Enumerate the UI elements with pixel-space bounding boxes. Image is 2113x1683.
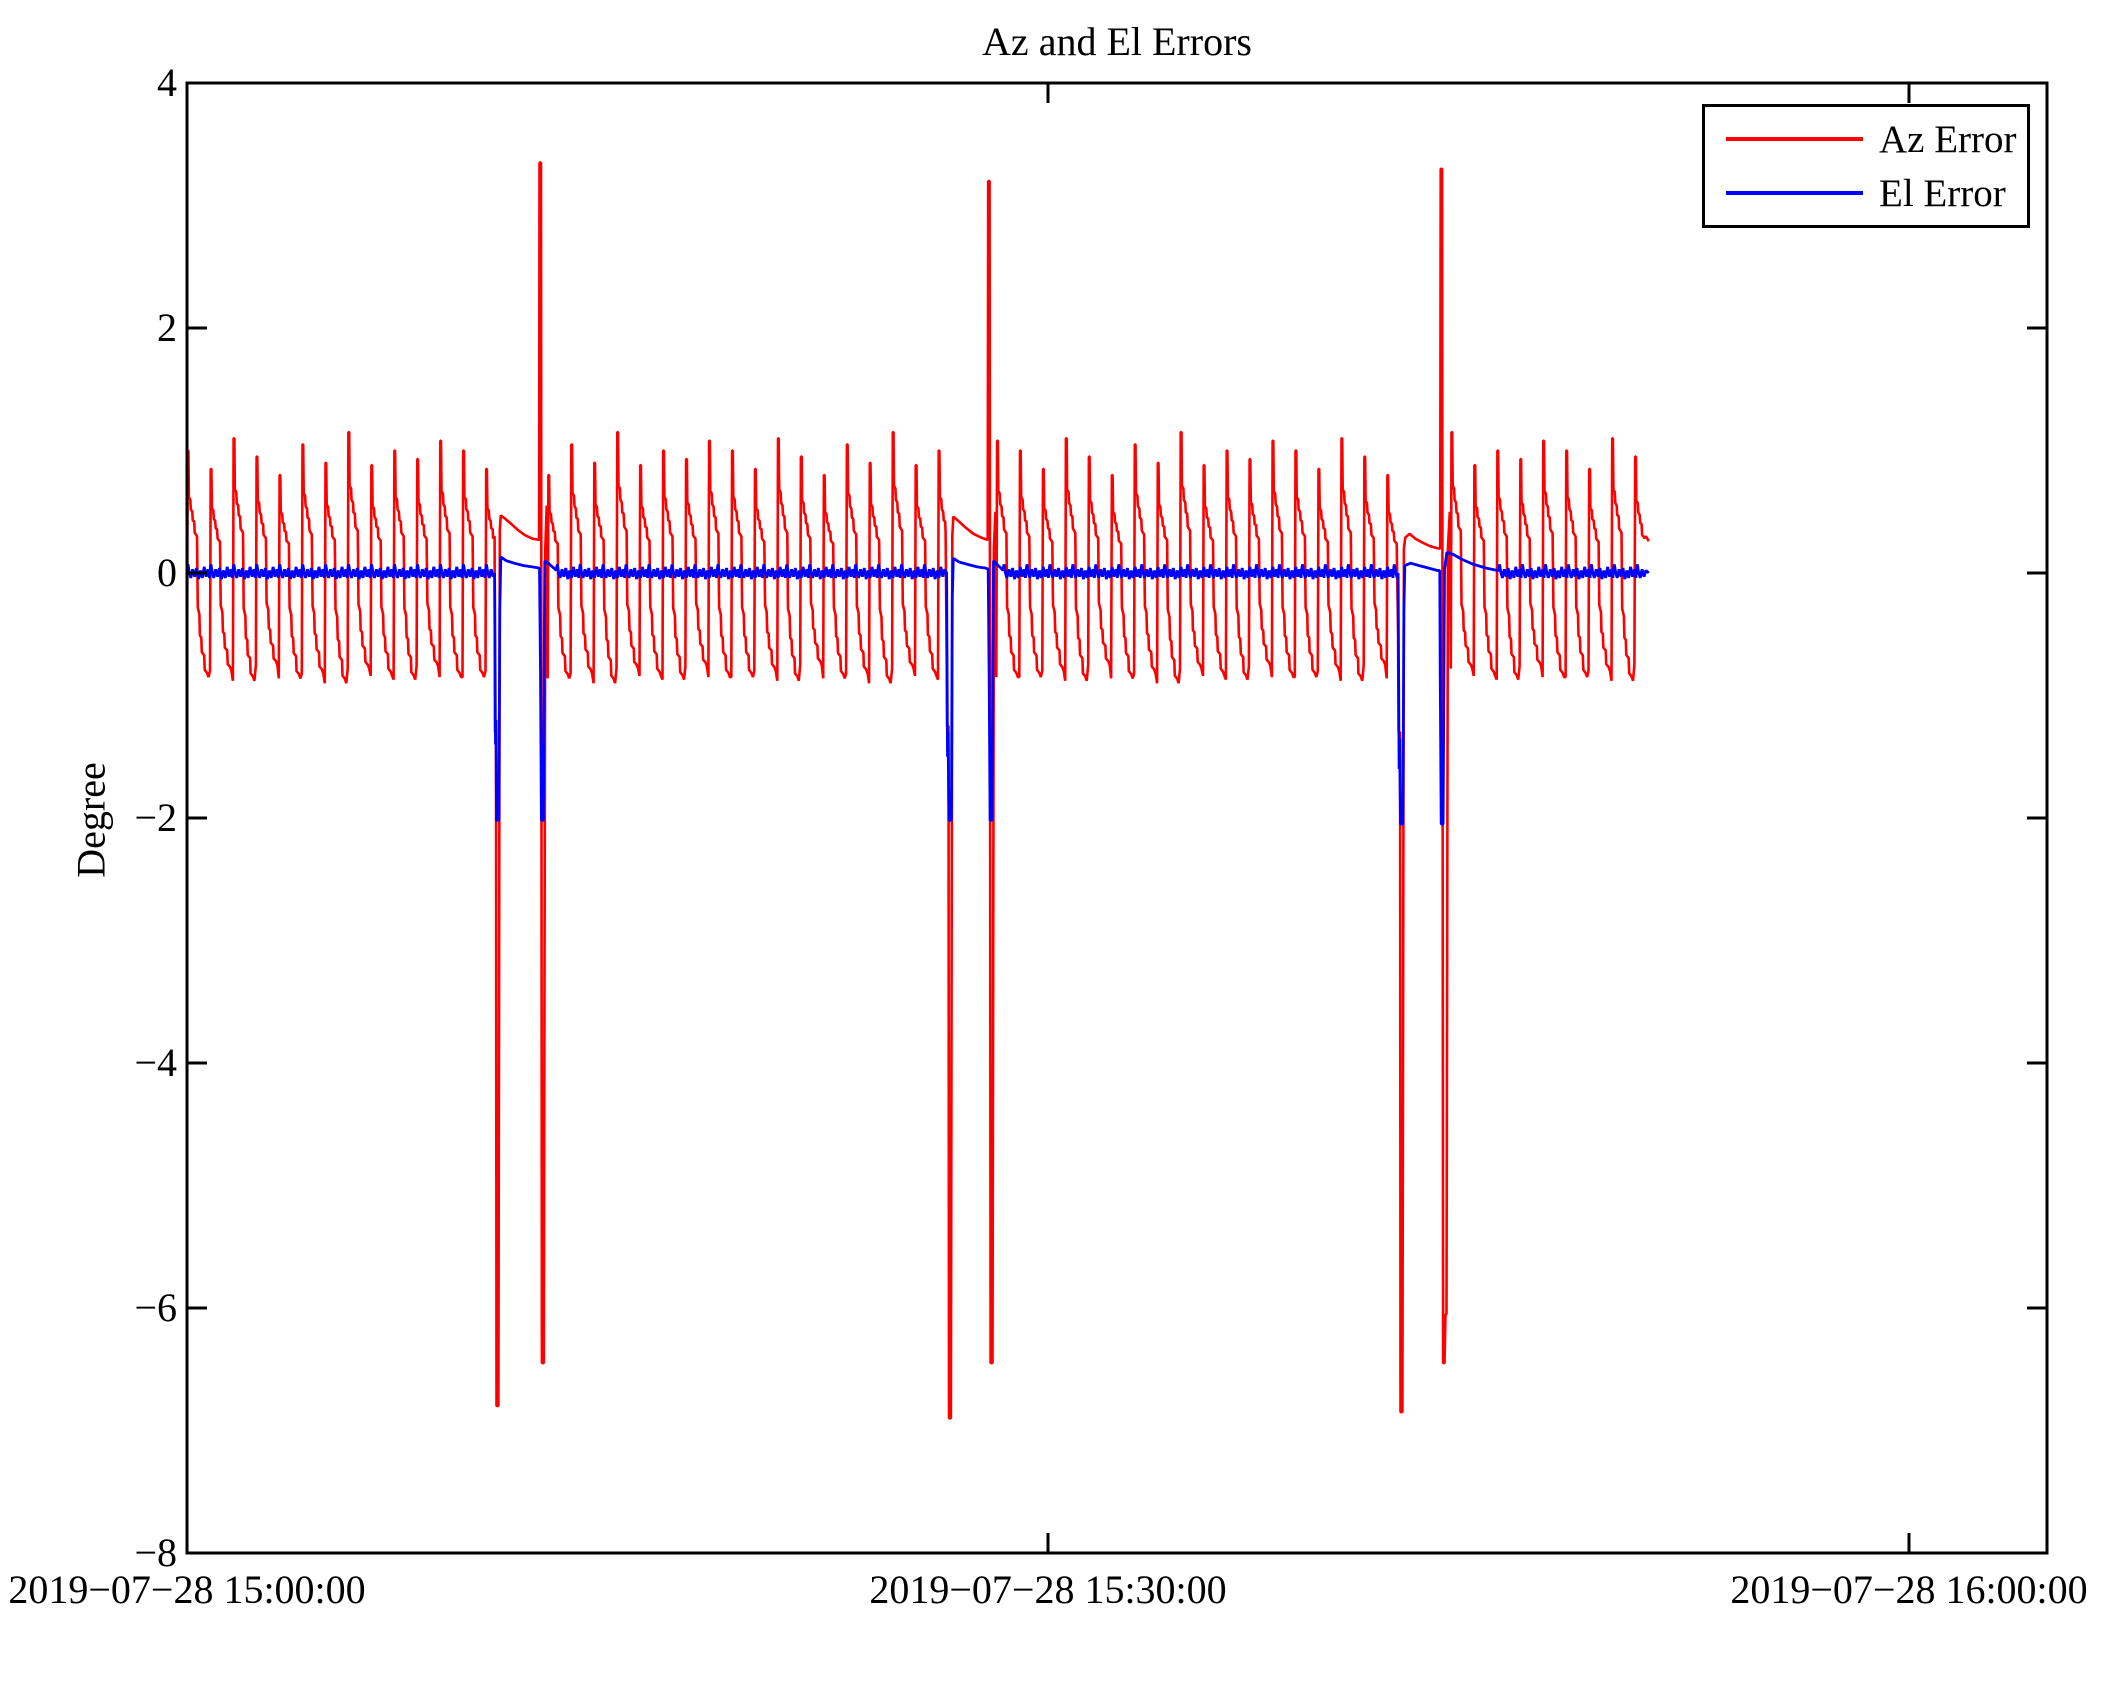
- y-tick-label: 0: [157, 550, 177, 595]
- y-tick-label: −6: [134, 1285, 177, 1330]
- axes-box: [185, 81, 2049, 1555]
- legend-az-label: Az Error: [1879, 117, 2017, 161]
- el-error-line: [185, 550, 1650, 826]
- x-tick-label: 2019−07−28 15:00:00: [8, 1567, 366, 1612]
- y-tick-label: −8: [134, 1530, 177, 1575]
- legend-item-az: Az Error: [1705, 112, 2027, 166]
- x-tick-label: 2019−07−28 16:00:00: [1730, 1567, 2088, 1612]
- legend: Az Error El Error: [1702, 104, 2030, 228]
- y-tick-label: −4: [134, 1040, 177, 1085]
- chart-title: Az and El Errors: [982, 19, 1252, 64]
- x-tick-label: 2019−07−28 15:30:00: [869, 1567, 1227, 1612]
- legend-az-line-sample: [1726, 137, 1863, 141]
- y-tick-label: 2: [157, 305, 177, 350]
- y-tick-label: −2: [134, 795, 177, 840]
- legend-el-line-sample: [1726, 191, 1863, 195]
- legend-item-el: El Error: [1705, 166, 2027, 220]
- y-tick-label: 4: [157, 60, 177, 105]
- legend-el-label: El Error: [1879, 171, 2006, 215]
- az-error-line: [185, 161, 1650, 1420]
